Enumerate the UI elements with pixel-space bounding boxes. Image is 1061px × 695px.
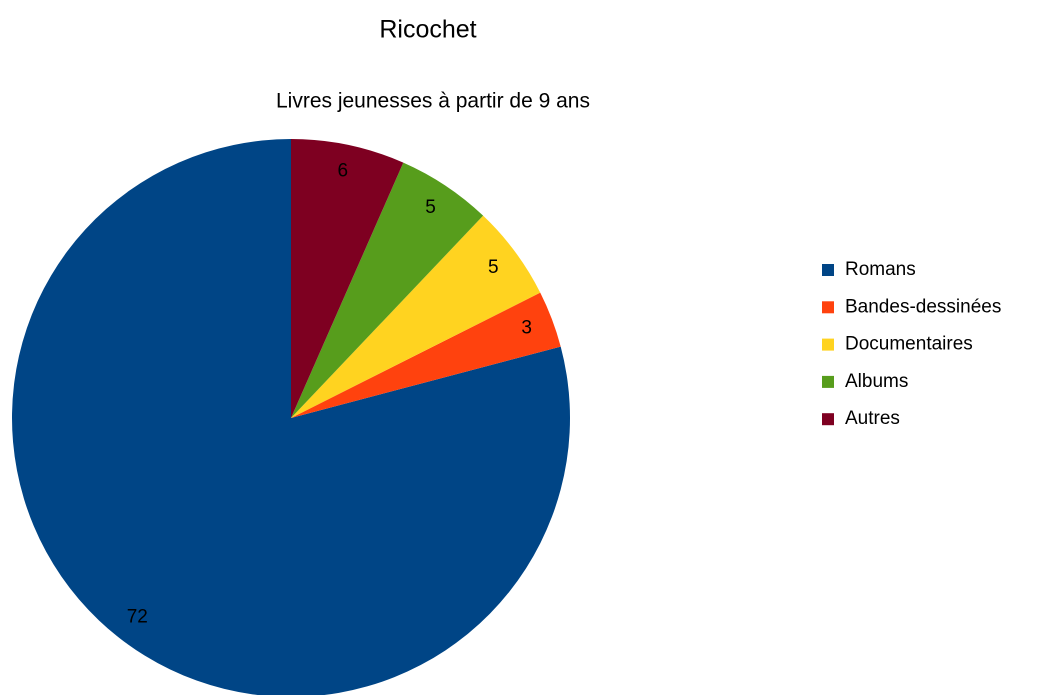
legend-swatch (822, 301, 834, 314)
legend-swatch (822, 338, 834, 351)
data-label: 72 (127, 607, 148, 628)
legend-label: Bandes-dessinées (845, 296, 1001, 317)
data-label: 3 (521, 318, 532, 339)
legend-label: Albums (845, 371, 908, 392)
legend-swatch (822, 375, 834, 388)
legend-label: Romans (845, 259, 916, 280)
legend-swatch (822, 264, 834, 276)
legend-label: Documentaires (845, 334, 973, 355)
pie-slice (291, 215, 541, 418)
data-label: 5 (488, 257, 499, 278)
pie-slice (291, 162, 484, 418)
chart-subtitle: Livres jeunesses à partir de 9 ans (276, 90, 590, 113)
pie-slice (12, 139, 570, 695)
data-label: 6 (338, 160, 349, 181)
data-label: 5 (425, 197, 436, 218)
pie-slice (291, 292, 561, 418)
legend-label: Autres (845, 408, 900, 429)
legend-swatch (822, 413, 834, 426)
pie-slice (291, 139, 404, 418)
chart-title: Ricochet (379, 16, 476, 44)
